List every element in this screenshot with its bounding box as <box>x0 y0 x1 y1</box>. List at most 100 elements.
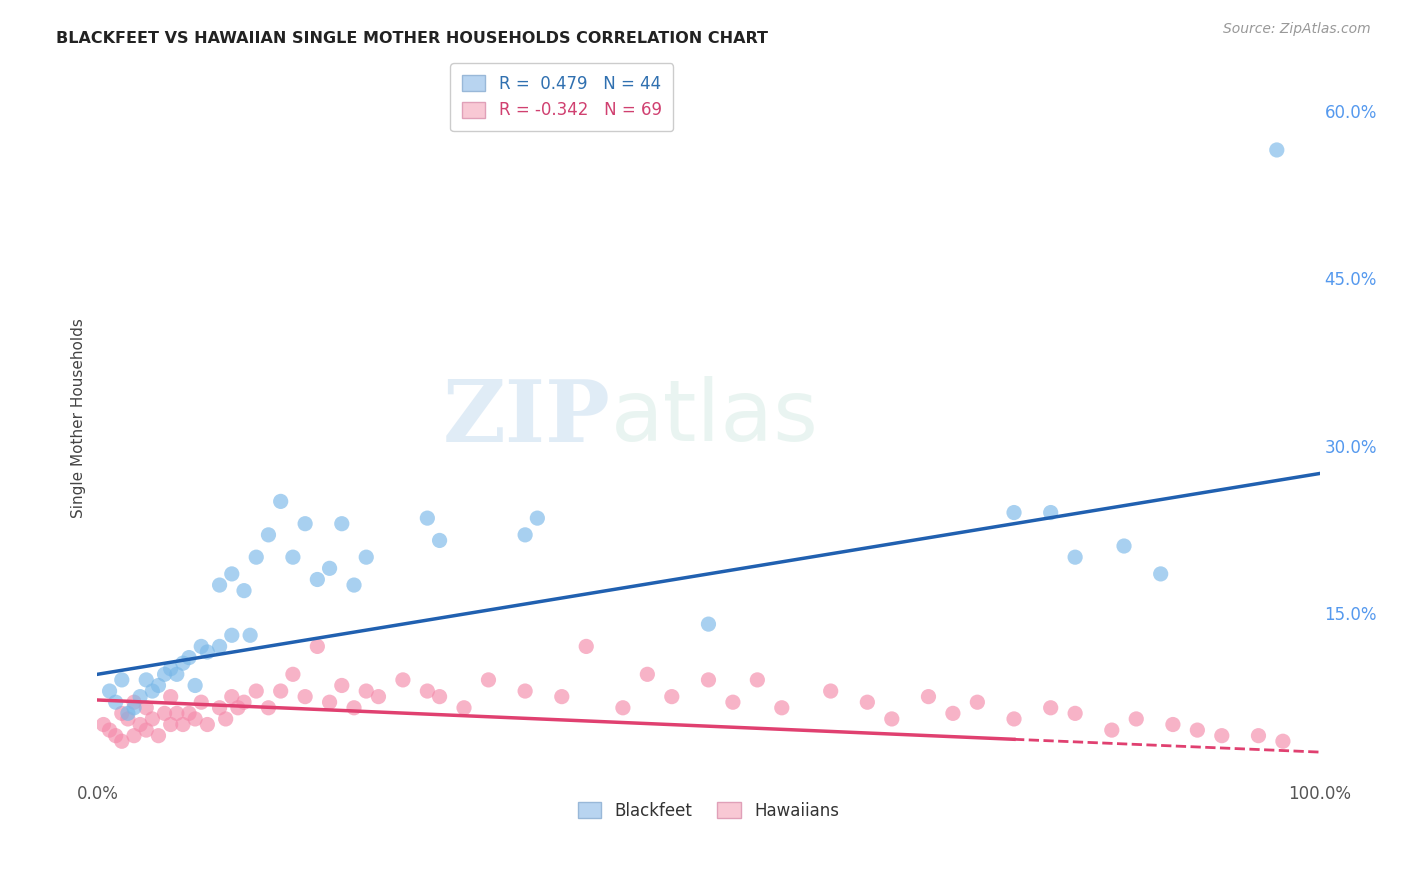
Point <box>208 578 231 592</box>
Point <box>1002 712 1025 726</box>
Point <box>122 700 145 714</box>
Point <box>1211 729 1233 743</box>
Point <box>942 706 965 721</box>
Point <box>343 578 366 592</box>
Point <box>172 717 194 731</box>
Point <box>159 662 181 676</box>
Point <box>122 729 145 743</box>
Point <box>221 690 243 704</box>
Point <box>354 550 377 565</box>
Point <box>257 700 280 714</box>
Point <box>148 729 170 743</box>
Point <box>551 690 574 704</box>
Point <box>307 573 329 587</box>
Y-axis label: Single Mother Households: Single Mother Households <box>72 318 86 517</box>
Point <box>245 684 267 698</box>
Point <box>636 667 658 681</box>
Point <box>190 640 212 654</box>
Text: ZIP: ZIP <box>443 376 610 459</box>
Point <box>330 678 353 692</box>
Text: Source: ZipAtlas.com: Source: ZipAtlas.com <box>1223 22 1371 37</box>
Point <box>141 712 163 726</box>
Point <box>98 684 121 698</box>
Point <box>135 673 157 687</box>
Point <box>416 511 439 525</box>
Point <box>135 700 157 714</box>
Point <box>367 690 389 704</box>
Point <box>1002 506 1025 520</box>
Point <box>820 684 842 698</box>
Point <box>526 511 548 525</box>
Point <box>513 684 536 698</box>
Point <box>661 690 683 704</box>
Point <box>343 700 366 714</box>
Point <box>153 667 176 681</box>
Point <box>721 695 744 709</box>
Point <box>129 717 152 731</box>
Point <box>318 695 340 709</box>
Legend: Blackfeet, Hawaiians: Blackfeet, Hawaiians <box>571 795 846 826</box>
Point <box>257 528 280 542</box>
Point <box>245 550 267 565</box>
Point <box>190 695 212 709</box>
Point <box>1247 729 1270 743</box>
Point <box>575 640 598 654</box>
Point <box>122 695 145 709</box>
Point <box>1112 539 1135 553</box>
Point <box>1064 706 1087 721</box>
Point <box>453 700 475 714</box>
Point <box>856 695 879 709</box>
Point <box>239 628 262 642</box>
Point <box>159 717 181 731</box>
Point <box>1039 700 1062 714</box>
Point <box>159 690 181 704</box>
Point <box>233 695 256 709</box>
Point <box>98 723 121 737</box>
Point <box>392 673 415 687</box>
Point <box>153 706 176 721</box>
Point <box>1039 506 1062 520</box>
Point <box>111 706 134 721</box>
Point <box>330 516 353 531</box>
Point <box>215 712 238 726</box>
Point <box>917 690 939 704</box>
Point <box>93 717 115 731</box>
Point <box>177 706 200 721</box>
Point <box>208 700 231 714</box>
Point <box>307 640 329 654</box>
Point <box>166 667 188 681</box>
Point <box>1125 712 1147 726</box>
Text: atlas: atlas <box>610 376 818 459</box>
Point <box>184 712 207 726</box>
Point <box>117 712 139 726</box>
Point <box>294 516 316 531</box>
Point <box>195 717 218 731</box>
Point <box>612 700 634 714</box>
Point <box>1265 143 1288 157</box>
Point <box>281 667 304 681</box>
Point <box>233 583 256 598</box>
Point <box>166 706 188 721</box>
Point <box>104 729 127 743</box>
Point <box>111 734 134 748</box>
Point <box>697 673 720 687</box>
Point <box>195 645 218 659</box>
Point <box>148 678 170 692</box>
Point <box>221 566 243 581</box>
Point <box>429 690 451 704</box>
Point <box>1161 717 1184 731</box>
Point <box>221 628 243 642</box>
Point <box>270 684 292 698</box>
Point <box>416 684 439 698</box>
Point <box>135 723 157 737</box>
Point <box>770 700 793 714</box>
Point <box>1271 734 1294 748</box>
Point <box>184 678 207 692</box>
Point <box>477 673 499 687</box>
Point <box>104 695 127 709</box>
Point <box>513 528 536 542</box>
Point <box>1101 723 1123 737</box>
Point <box>880 712 903 726</box>
Point <box>354 684 377 698</box>
Point <box>172 656 194 670</box>
